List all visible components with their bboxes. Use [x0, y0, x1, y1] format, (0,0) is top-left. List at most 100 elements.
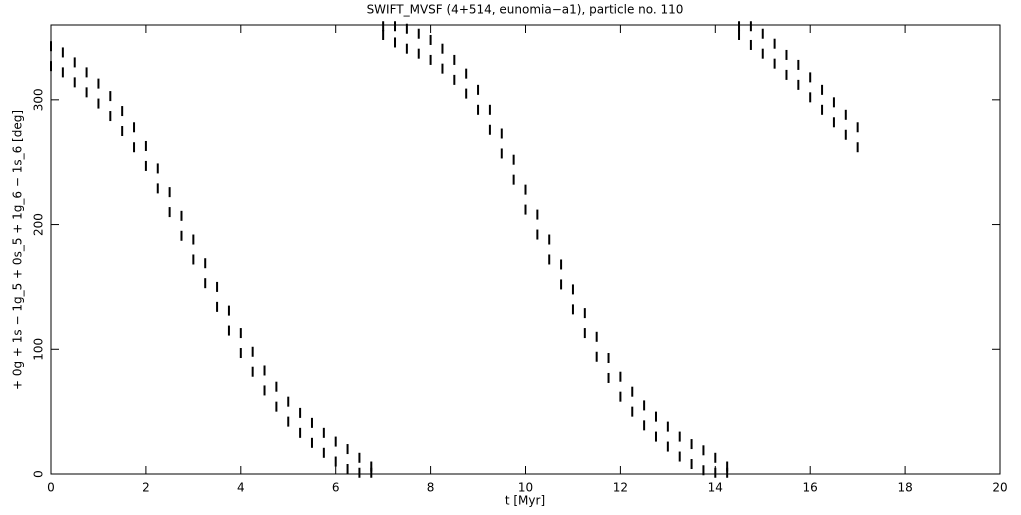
data-point	[560, 259, 563, 270]
data-point	[310, 437, 313, 448]
y-tick-label: 300	[32, 88, 46, 111]
data-point	[631, 406, 634, 417]
data-point	[821, 104, 824, 115]
data-point	[690, 439, 693, 450]
data-point	[251, 366, 254, 377]
x-tick-label: 18	[897, 481, 912, 495]
data-point	[109, 111, 112, 122]
data-point	[690, 459, 693, 470]
data-point	[821, 84, 824, 95]
data-point	[773, 38, 776, 49]
data-point	[832, 97, 835, 108]
y-axis-label: + 0g + 1s − 1g_5 + 0s_5 + 1g_6 − 1s_6 [d…	[11, 110, 25, 390]
data-point	[192, 234, 195, 245]
data-point	[429, 34, 432, 45]
data-point	[500, 128, 503, 139]
data-point	[738, 21, 741, 32]
data-point	[761, 48, 764, 59]
data-point	[583, 308, 586, 319]
y-tick-label: 100	[32, 338, 46, 361]
data-point	[192, 254, 195, 265]
x-tick-label: 14	[708, 481, 723, 495]
data-point	[607, 372, 610, 383]
x-tick-label: 12	[613, 481, 628, 495]
plot-frame	[50, 24, 1001, 475]
data-point	[180, 230, 183, 241]
data-point	[726, 467, 729, 478]
data-point	[571, 284, 574, 295]
data-point	[441, 43, 444, 54]
data-point	[654, 431, 657, 442]
data-point	[773, 58, 776, 69]
data-point	[524, 184, 527, 195]
data-point	[678, 451, 681, 462]
data-point	[239, 348, 242, 359]
y-tick-label: 0	[32, 470, 46, 478]
data-point	[465, 88, 468, 99]
data-point	[334, 436, 337, 447]
data-point	[714, 452, 717, 463]
data-point	[73, 57, 76, 68]
y-tick-label: 200	[32, 213, 46, 236]
data-point	[429, 54, 432, 65]
data-point	[583, 328, 586, 339]
data-point	[85, 87, 88, 98]
data-point	[346, 464, 349, 475]
data-point	[477, 104, 480, 115]
data-point	[346, 444, 349, 455]
data-point	[643, 400, 646, 411]
data-point	[216, 281, 219, 292]
data-point	[654, 411, 657, 422]
data-point	[856, 122, 859, 133]
data-point	[322, 447, 325, 458]
data-point	[844, 129, 847, 140]
chart-title: SWIFT_MVSF (4+514, eunomia−a1), particle…	[367, 3, 684, 17]
data-point	[275, 401, 278, 412]
data-point	[216, 301, 219, 312]
data-point	[560, 279, 563, 290]
data-point	[156, 163, 159, 174]
data-point	[275, 381, 278, 392]
data-point	[405, 43, 408, 54]
data-point	[417, 28, 420, 39]
data-point	[263, 385, 266, 396]
x-tick-label: 6	[332, 481, 340, 495]
data-point	[156, 183, 159, 194]
data-point	[477, 84, 480, 95]
data-point	[417, 48, 420, 59]
data-point	[299, 427, 302, 438]
data-point	[251, 346, 254, 357]
data-point	[97, 78, 100, 89]
data-point	[133, 142, 136, 153]
x-tick-label: 16	[803, 481, 818, 495]
data-point	[453, 74, 456, 85]
data-point	[666, 421, 669, 432]
data-point	[571, 304, 574, 315]
data-point	[844, 109, 847, 120]
data-point	[595, 331, 598, 342]
data-point	[809, 92, 812, 103]
data-point	[726, 461, 729, 472]
data-point	[631, 386, 634, 397]
data-point	[263, 365, 266, 376]
data-point	[488, 104, 491, 115]
data-point	[512, 174, 515, 185]
data-point	[702, 445, 705, 456]
x-tick-label: 10	[518, 481, 533, 495]
data-point	[370, 467, 373, 478]
data-point	[607, 353, 610, 364]
data-point	[714, 467, 717, 478]
data-point	[370, 461, 373, 472]
data-point	[809, 72, 812, 83]
x-tick-label: 2	[142, 481, 150, 495]
data-point	[144, 160, 147, 171]
data-point	[358, 452, 361, 463]
data-point	[394, 37, 397, 48]
data-point	[322, 427, 325, 438]
data-point	[121, 126, 124, 137]
data-point	[749, 21, 752, 32]
data-point	[61, 47, 64, 58]
data-point	[619, 391, 622, 402]
data-point	[595, 351, 598, 362]
